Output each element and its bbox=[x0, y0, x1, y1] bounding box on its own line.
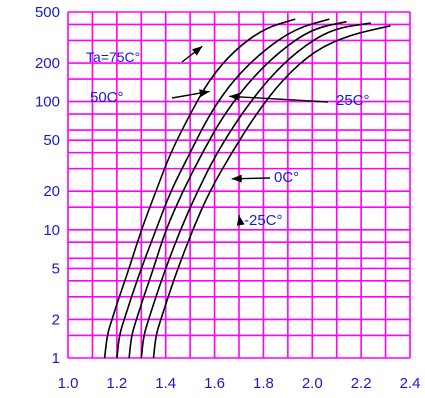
annotation-label: -25C° bbox=[244, 212, 283, 229]
x-tick-label: 2.0 bbox=[302, 375, 323, 392]
annotation-label: 25C° bbox=[336, 92, 370, 109]
annotation-arrowhead bbox=[231, 174, 242, 183]
y-tick-label: 500 bbox=[35, 4, 60, 21]
x-tick-label: 1.2 bbox=[106, 375, 127, 392]
x-tick-label: 1.0 bbox=[58, 375, 79, 392]
y-tick-label: 50 bbox=[43, 132, 60, 149]
grid bbox=[67, 11, 411, 359]
x-tick-label: 2.2 bbox=[351, 375, 372, 392]
annotations: Ta=75C° 50C° 25C° 0C° -25C° bbox=[86, 45, 370, 229]
annotation-label: 50C° bbox=[90, 89, 124, 106]
series-line-4 bbox=[140, 22, 372, 359]
annotation-arrowhead bbox=[229, 92, 240, 101]
x-tick-label: 2.4 bbox=[400, 375, 421, 392]
curves bbox=[103, 18, 391, 359]
series-line-2 bbox=[116, 18, 330, 359]
y-tick-label: 2 bbox=[52, 311, 60, 328]
y-tick-label: 10 bbox=[43, 222, 60, 239]
tick-labels: 500 200 100 50 20 10 5 2 1 1.0 1.2 1.4 1.6 1.8 2.0 2.2 2… bbox=[35, 4, 420, 392]
y-tick-label: 20 bbox=[43, 183, 60, 200]
y-tick-label: 5 bbox=[52, 260, 60, 277]
x-tick-label: 1.8 bbox=[253, 375, 274, 392]
annotation-arrowhead bbox=[191, 46, 203, 56]
x-tick-label: 1.6 bbox=[204, 375, 225, 392]
y-tick-label: 100 bbox=[35, 94, 60, 111]
annotation-arrowhead bbox=[236, 215, 245, 226]
y-tick-label: 1 bbox=[52, 350, 60, 367]
annotation-label: 0C° bbox=[274, 169, 299, 186]
x-tick-label: 1.4 bbox=[155, 375, 176, 392]
annotation-arrow-line bbox=[229, 95, 329, 103]
annotation-arrowhead bbox=[199, 89, 210, 98]
annotation-label: Ta=75C° bbox=[86, 49, 140, 65]
series-line-3 bbox=[128, 20, 347, 359]
y-tick-label: 200 bbox=[35, 55, 60, 72]
series-line-5 bbox=[152, 25, 391, 359]
series-line-1 bbox=[103, 18, 296, 359]
